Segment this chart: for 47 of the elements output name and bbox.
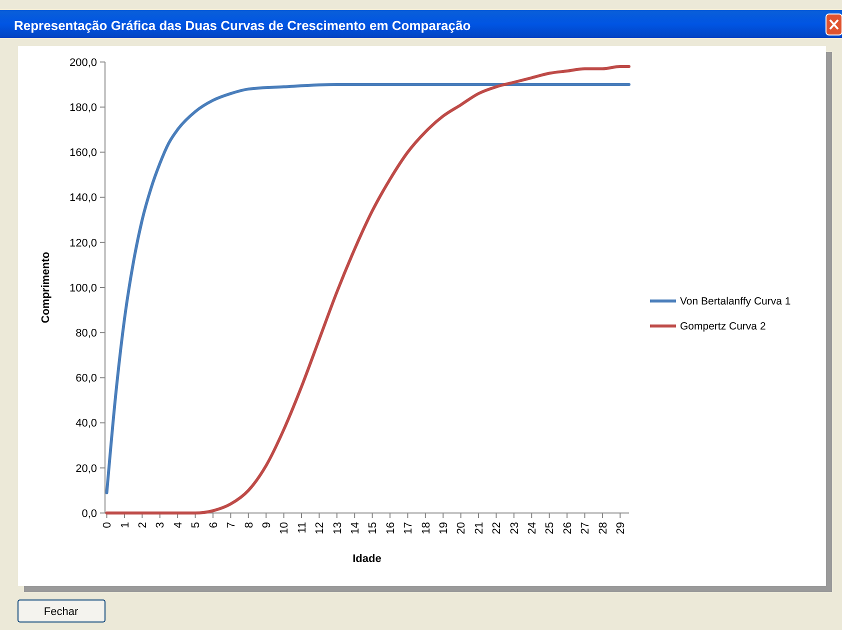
legend-label: Von Bertalanffy Curva 1 — [680, 296, 791, 308]
x-tick-label: 16 — [384, 522, 397, 534]
x-tick-label: 13 — [332, 522, 344, 534]
y-tick-label: 100,0 — [69, 282, 97, 294]
y-tick-label: 20,0 — [76, 462, 97, 475]
x-tick-label: 12 — [314, 522, 326, 534]
x-tick-label: 14 — [349, 522, 362, 534]
y-axis-title: Comprimento — [40, 251, 52, 324]
chart-title: Representação Gráfica das Duas Curvas de Crescimento em Comparação — [14, 18, 471, 33]
x-tick-label: 22 — [491, 522, 504, 534]
x-tick-label: 11 — [296, 522, 308, 534]
x-tick-label: 23 — [508, 522, 521, 534]
x-tick-label: 26 — [562, 522, 574, 534]
y-tick-label: 160,0 — [69, 147, 97, 160]
x-tick-label: 18 — [420, 522, 432, 534]
y-tick-label: 200,0 — [69, 56, 97, 69]
x-tick-label: 21 — [473, 522, 486, 534]
x-tick-label: 20 — [456, 522, 468, 534]
x-axis-title: Idade — [352, 553, 382, 565]
x-tick-label: 24 — [526, 522, 538, 534]
y-tick-label: 80,0 — [76, 327, 97, 340]
y-tick-label: 180,0 — [69, 102, 97, 114]
x-tick-label: 3 — [154, 522, 167, 528]
x-tick-label: 15 — [367, 522, 380, 534]
x-tick-label: 4 — [172, 522, 184, 528]
text: Fechar — [44, 606, 78, 618]
y-tick-label: 140,0 — [69, 192, 97, 204]
x-tick-label: 28 — [597, 522, 610, 534]
x-tick-label: 29 — [615, 522, 627, 534]
x-tick-label: 9 — [260, 522, 273, 528]
y-tick-label: 40,0 — [76, 418, 97, 430]
y-tick-label: 60,0 — [76, 372, 97, 385]
y-tick-label: 120,0 — [69, 237, 97, 250]
x-tick-label: 19 — [438, 522, 450, 534]
y-tick-label: 0,0 — [82, 508, 97, 520]
x-tick-label: 0 — [102, 522, 114, 528]
legend-label: Gompertz Curva 2 — [680, 320, 766, 333]
x-tick-label: 25 — [544, 522, 556, 534]
x-tick-label: 17 — [402, 522, 415, 534]
x-tick-label: 8 — [243, 522, 256, 528]
x-tick-label: 1 — [119, 522, 132, 528]
x-tick-label: 5 — [190, 522, 202, 528]
x-tick-label: 27 — [580, 522, 592, 534]
x-tick-label: 2 — [137, 522, 150, 528]
x-tick-label: 6 — [208, 522, 220, 528]
x-tick-label: 10 — [278, 522, 291, 534]
x-tick-label: 7 — [226, 522, 238, 528]
